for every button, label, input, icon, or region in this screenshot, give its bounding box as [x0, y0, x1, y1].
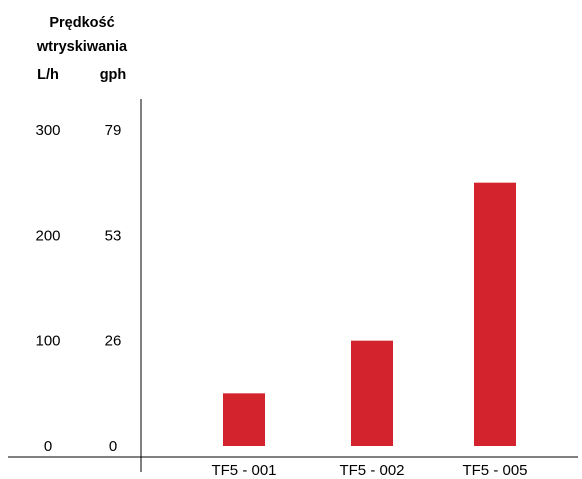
- unit-label-secondary: gph: [100, 67, 127, 83]
- unit-label-primary: L/h: [37, 67, 59, 83]
- bar-1: [223, 393, 265, 446]
- bar-2: [351, 341, 393, 446]
- y-tick-secondary-1: 26: [105, 333, 122, 350]
- y-tick-primary-3: 300: [35, 122, 60, 139]
- y-tick-secondary-2: 53: [105, 227, 122, 244]
- category-label-1: TF5 - 001: [211, 462, 276, 479]
- y-tick-primary-0: 0: [44, 438, 52, 455]
- category-labels: TF5 - 001 TF5 - 002 TF5 - 005: [211, 462, 527, 479]
- y-tick-secondary-3: 79: [105, 122, 122, 139]
- bars: [223, 183, 516, 446]
- y-ticks-secondary: 0 26 53 79: [105, 122, 122, 455]
- y-tick-secondary-0: 0: [109, 438, 117, 455]
- y-ticks-primary: 0 100 200 300: [35, 122, 60, 455]
- y-tick-primary-1: 100: [35, 333, 60, 350]
- chart-title-line-1: Prędkość: [49, 15, 114, 31]
- y-tick-primary-2: 200: [35, 227, 60, 244]
- category-label-2: TF5 - 002: [339, 462, 404, 479]
- bar-3: [474, 183, 516, 446]
- category-label-3: TF5 - 005: [462, 462, 527, 479]
- chart-title-line-2: wtryskiwania: [36, 39, 128, 55]
